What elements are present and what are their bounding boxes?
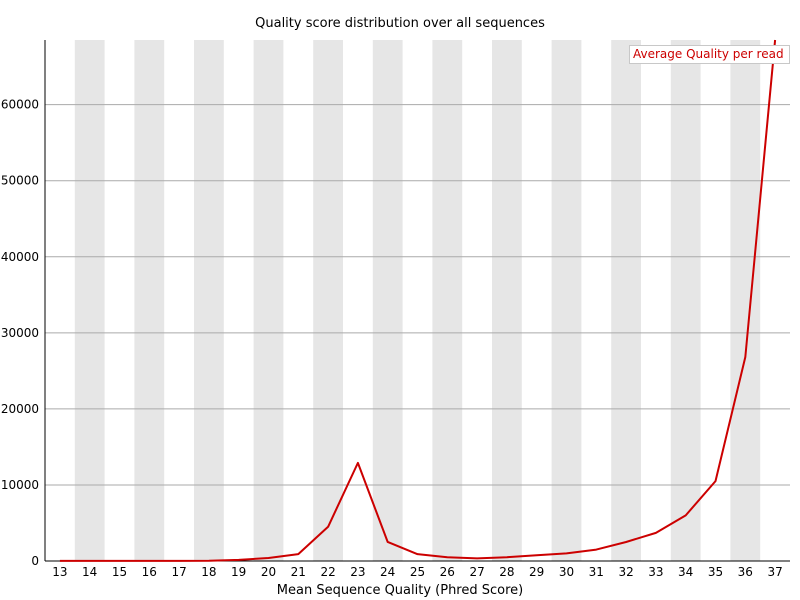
x-tick-label: 29 xyxy=(529,565,544,579)
x-tick-label: 19 xyxy=(231,565,246,579)
shaded-column xyxy=(611,40,641,561)
shaded-column xyxy=(432,40,463,561)
legend: Average Quality per read xyxy=(629,45,790,64)
x-tick-label: 30 xyxy=(559,565,574,579)
x-tick-label: 36 xyxy=(738,565,753,579)
y-tick-label: 20000 xyxy=(1,402,39,416)
x-tick-label: 23 xyxy=(350,565,365,579)
chart-title: Quality score distribution over all sequ… xyxy=(255,16,545,31)
x-tick-label: 26 xyxy=(440,565,455,579)
x-tick-label: 17 xyxy=(171,565,186,579)
x-tick-label: 37 xyxy=(767,565,782,579)
shaded-column xyxy=(492,40,522,561)
shaded-column xyxy=(670,40,701,561)
series-line xyxy=(59,39,777,562)
y-tick-label: 0 xyxy=(31,554,39,568)
y-tick-label: 50000 xyxy=(1,174,39,188)
x-tick-label: 27 xyxy=(469,565,484,579)
x-tick-label: 18 xyxy=(201,565,216,579)
x-tick-label: 13 xyxy=(52,565,67,579)
x-tick-label: 22 xyxy=(320,565,335,579)
shaded-column xyxy=(194,40,224,561)
legend-entry-average-quality: Average Quality per read xyxy=(633,47,784,61)
shaded-column xyxy=(372,40,403,561)
y-tick-label: 60000 xyxy=(1,98,39,112)
y-tick-label: 40000 xyxy=(1,250,39,264)
x-axis-label: Mean Sequence Quality (Phred Score) xyxy=(276,583,524,598)
x-tick-label: 33 xyxy=(648,565,663,579)
x-tick-label: 24 xyxy=(380,565,395,579)
shaded-column xyxy=(253,40,284,561)
x-tick-label: 20 xyxy=(261,565,276,579)
y-tick-label: 30000 xyxy=(1,326,39,340)
shaded-column xyxy=(313,40,343,561)
shaded-column xyxy=(134,40,165,561)
x-tick-label: 15 xyxy=(112,565,127,579)
y-tick-label: 10000 xyxy=(1,478,39,492)
x-tick-label: 32 xyxy=(618,565,633,579)
x-tick-label: 16 xyxy=(142,565,157,579)
shaded-column xyxy=(551,40,582,561)
x-tick-label: 21 xyxy=(291,565,306,579)
x-tick-label: 34 xyxy=(678,565,693,579)
x-tick-label: 35 xyxy=(708,565,723,579)
x-tick-label: 25 xyxy=(410,565,425,579)
x-tick-label: 28 xyxy=(499,565,514,579)
shaded-column xyxy=(730,40,761,561)
x-tick-label: 31 xyxy=(589,565,604,579)
x-tick-label: 14 xyxy=(82,565,97,579)
shaded-column xyxy=(74,40,105,561)
